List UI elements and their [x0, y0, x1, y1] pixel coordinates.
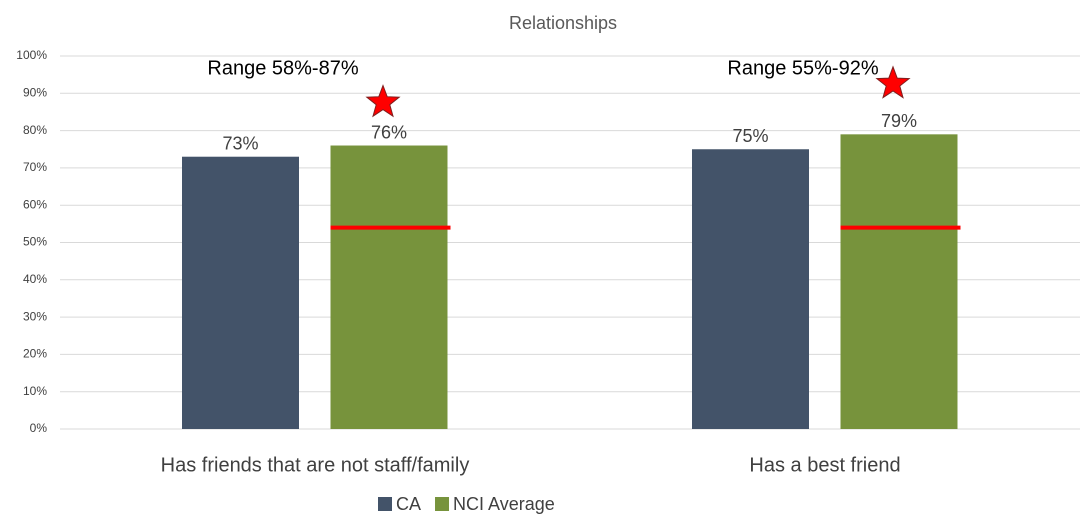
legend-swatch [378, 497, 392, 511]
y-tick-label: 90% [23, 85, 47, 99]
y-tick-label: 80% [23, 123, 47, 137]
value-label: 76% [371, 122, 407, 142]
value-label: 79% [881, 111, 917, 131]
range-annotation: Range 55%-92% [727, 57, 878, 79]
bar [840, 134, 958, 429]
y-tick-label: 50% [23, 235, 47, 249]
chart-title: Relationships [509, 13, 617, 33]
value-label: 75% [732, 126, 768, 146]
x-tick-label: Has a best friend [749, 454, 900, 476]
star [365, 84, 401, 118]
range-annotation: Range 58%-87% [207, 57, 358, 79]
legend-label: NCI Average [453, 494, 555, 514]
y-tick-label: 60% [23, 197, 47, 211]
y-tick-label: 20% [23, 347, 47, 361]
legend-label: CA [396, 494, 421, 514]
y-tick-label: 10% [23, 384, 47, 398]
y-tick-label: 70% [23, 160, 47, 174]
y-tick-label: 0% [30, 421, 48, 435]
y-tick-label: 100% [16, 48, 47, 62]
x-tick-label: Has friends that are not staff/family [161, 454, 470, 476]
star [875, 65, 911, 99]
y-tick-label: 40% [23, 272, 47, 286]
legend-swatch [435, 497, 450, 511]
value-label: 73% [222, 133, 258, 153]
bar [692, 149, 809, 429]
bar [182, 156, 299, 429]
y-tick-label: 30% [23, 309, 47, 323]
bar [330, 145, 448, 429]
